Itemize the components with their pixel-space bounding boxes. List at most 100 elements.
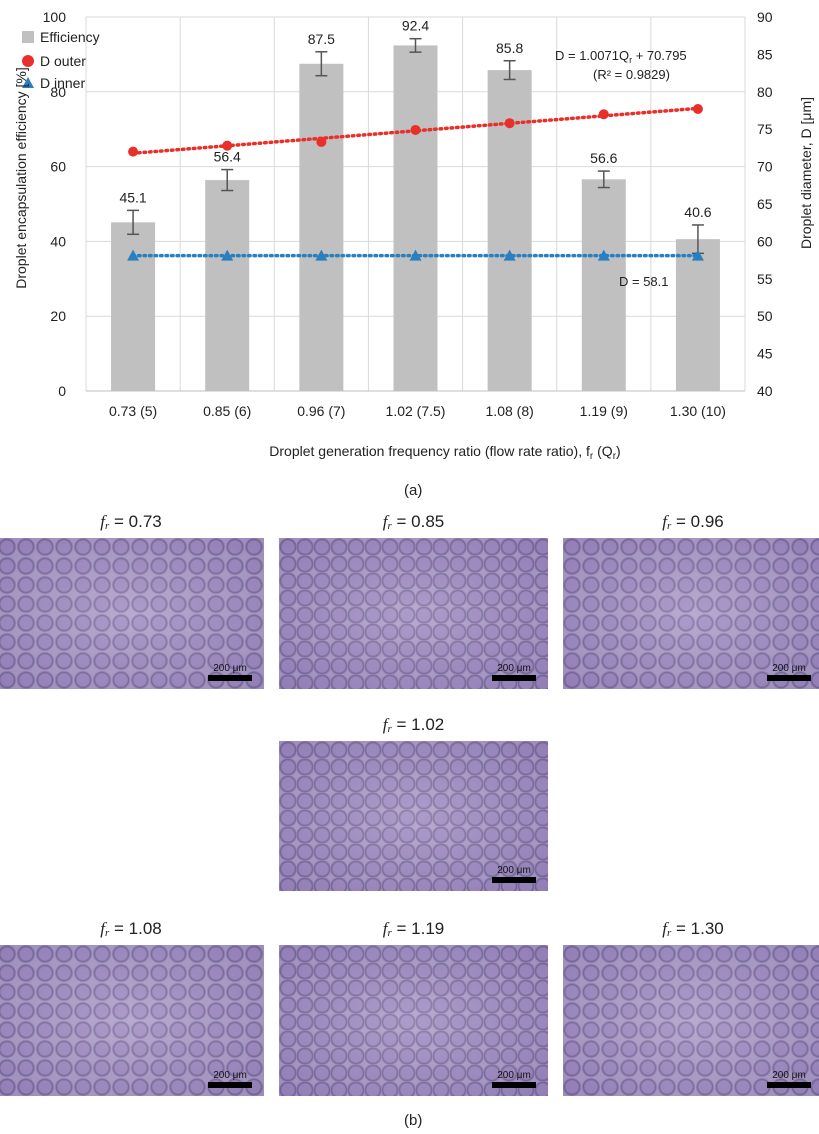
- micrograph-image: [279, 741, 548, 891]
- x-axis-title: Droplet generation frequency ratio (flow…: [269, 443, 620, 462]
- left-y-tick-label: 20: [50, 308, 66, 324]
- trend-equation: D = 1.0071Qr + 70.795: [555, 48, 687, 65]
- x-tick-label: 1.30 (10): [670, 403, 726, 419]
- left-axis-title: Droplet encapsulation efficiency [%]: [13, 67, 29, 289]
- left-y-tick-label: 80: [50, 84, 66, 100]
- d-inner-point: [127, 249, 140, 261]
- f-subscript: r: [387, 723, 392, 735]
- panel-b-label: (b): [404, 1112, 423, 1129]
- scale-bar: 200 μm: [208, 1070, 252, 1088]
- efficiency-bar: [675, 239, 720, 391]
- micrograph-image: [279, 538, 548, 689]
- bar-data-label: 40.6: [684, 204, 711, 220]
- d-outer-point: [504, 118, 515, 129]
- micrograph: fr = 1.19 200 μm: [279, 919, 548, 1096]
- f-symbol: f: [100, 512, 105, 531]
- micrograph: fr = 1.08 200 μm: [0, 919, 264, 1096]
- x-tick-label: 1.02 (7.5): [386, 403, 446, 419]
- left-y-tick-label: 60: [50, 159, 66, 175]
- f-symbol: f: [382, 919, 388, 938]
- bar-data-label: 85.8: [496, 40, 523, 56]
- right-y-tick-label: 80: [757, 84, 773, 100]
- f-value: = 1.08: [114, 919, 162, 938]
- f-symbol: f: [382, 512, 388, 531]
- right-y-tick-label: 60: [757, 233, 773, 249]
- efficiency-bars: [111, 45, 720, 391]
- d-inner-point: [691, 249, 704, 261]
- bar-data-label: 56.4: [214, 149, 241, 165]
- micrograph: fr = 1.02 200 μm: [279, 715, 548, 891]
- f-subscript: r: [666, 927, 672, 939]
- legend-label-efficiency: Efficiency: [40, 29, 100, 45]
- right-y-tick-label: 65: [757, 196, 773, 212]
- right-y-tick-label: 75: [757, 121, 773, 137]
- f-value: = 0.85: [396, 512, 445, 531]
- scale-bar-label: 200 μm: [497, 865, 531, 876]
- micrograph: fr = 0.73 200 μm: [0, 512, 264, 689]
- right-y-tick-label: 45: [757, 346, 773, 362]
- d-outer-point: [316, 136, 327, 147]
- scale-bar: 200 μm: [492, 865, 536, 883]
- bar-data-labels: 45.1 56.4 87.5 92.4 85.8 56.6 40.6: [119, 18, 711, 220]
- micrograph-image: [563, 945, 819, 1096]
- x-tick-label: 1.08 (8): [486, 403, 534, 419]
- micrograph-image: [0, 945, 264, 1096]
- d-outer-point: [222, 140, 233, 151]
- bar-data-label: 56.6: [590, 150, 617, 166]
- bar-data-label: 45.1: [119, 189, 146, 205]
- x-tick-label: 0.85 (6): [203, 403, 251, 419]
- bar-data-label: 92.4: [402, 18, 429, 34]
- legend-marker-d-inner: [22, 77, 34, 88]
- inner-diameter-annotation: D = 58.1: [619, 274, 669, 289]
- scale-bar: 200 μm: [767, 1070, 811, 1088]
- efficiency-bar: [581, 179, 626, 391]
- micrograph-caption: fr = 0.96: [563, 512, 819, 532]
- f-value: = 0.96: [676, 512, 724, 531]
- scale-bar-line: [208, 675, 252, 681]
- bar-data-label: 87.5: [308, 31, 335, 47]
- f-value: = 1.02: [396, 715, 445, 734]
- left-y-tick-label: 0: [58, 383, 66, 399]
- f-symbol: f: [382, 715, 388, 734]
- f-subscript: r: [387, 927, 392, 939]
- d-outer-point: [128, 146, 139, 157]
- legend-marker-d-outer: [22, 55, 34, 67]
- scale-bar-label: 200 μm: [772, 1070, 806, 1081]
- micrograph-caption: fr = 0.85: [279, 512, 548, 532]
- scale-bar-line: [492, 877, 536, 883]
- efficiency-bar: [111, 222, 156, 391]
- micrograph-caption: fr = 1.30: [563, 919, 819, 939]
- x-tick-label: 0.73 (5): [109, 403, 157, 419]
- trend-r-squared: (R² = 0.9829): [593, 67, 670, 82]
- efficiency-bar: [393, 45, 438, 391]
- d-inner-point: [409, 249, 422, 261]
- axis-tick-labels: 0.73 (5) 0.85 (6) 0.96 (7) 1.02 (7.5) 1.08 (…: [43, 9, 773, 419]
- panel-a-label: (a): [404, 482, 423, 499]
- micrograph-image: [279, 945, 548, 1096]
- encapsulation-chart: 45.1 56.4 87.5 92.4 85.8 56.6 40.6 0.73 (5) 0.8…: [13, 9, 814, 462]
- micrograph-image: [0, 538, 264, 689]
- right-y-tick-label: 55: [757, 271, 773, 287]
- f-subscript: r: [666, 520, 672, 532]
- legend-label-d-inner: D inner: [40, 75, 85, 91]
- micrograph-caption: fr = 0.73: [0, 512, 264, 532]
- micrograph-image: [563, 538, 819, 689]
- legend-label-d-outer: D outer: [40, 53, 86, 69]
- x-tick-label: 0.96 (7): [297, 403, 345, 419]
- scale-bar-line: [767, 675, 811, 681]
- scale-bar: 200 μm: [492, 1070, 536, 1088]
- legend: Efficiency D outer D inner: [22, 29, 100, 91]
- d-outer-point: [598, 109, 609, 120]
- d-outer-point: [692, 104, 703, 115]
- diameter-markers: [127, 104, 704, 261]
- left-y-tick-label: 40: [50, 233, 66, 249]
- micrograph-caption: fr = 1.02: [279, 715, 548, 735]
- right-y-tick-label: 70: [757, 159, 773, 175]
- f-subscript: r: [104, 520, 110, 532]
- micrograph: fr = 1.30 200 μm: [563, 919, 819, 1096]
- left-y-tick-label: 100: [43, 9, 67, 25]
- x-tick-label: 1.19 (9): [580, 403, 628, 419]
- d-inner-point: [503, 249, 516, 261]
- scale-bar-label: 200 μm: [213, 663, 247, 674]
- micrograph: fr = 0.85 200 μm: [279, 512, 548, 689]
